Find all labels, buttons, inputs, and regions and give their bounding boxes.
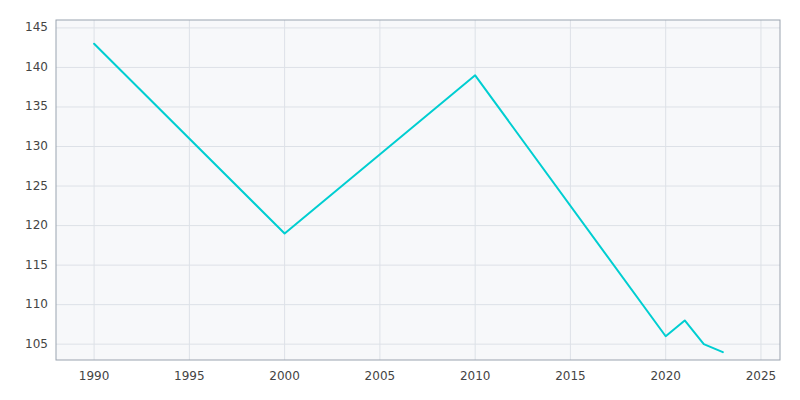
x-tick-label: 1990 [79,369,110,383]
page: {"chart_data": {"type": "line", "x": [19… [0,0,800,400]
x-tick-label: 2005 [365,369,396,383]
grid-line-x [94,20,95,360]
grid-line-y [56,225,780,226]
grid-line-x [475,20,476,360]
y-tick-label: 140 [25,60,48,74]
chart-container: 105 110 115 120 125 130 135 140 145 1990 1995 2000 2… [0,0,800,400]
x-tick-label: 2025 [746,369,777,383]
grid-line-x [379,20,380,360]
plot-background [56,20,780,360]
grid-line-y [56,27,780,28]
y-tick-label: 135 [25,99,48,113]
tick-labels: 105 110 115 120 125 130 135 140 145 1990 1995 2000 2… [25,20,776,383]
chart-svg: 105 110 115 120 125 130 135 140 145 1990 1995 2000 2… [0,0,800,400]
grid-line-y [56,344,780,345]
line [94,44,723,352]
grid [56,20,780,360]
grid-line-y [56,304,780,305]
y-tick-label: 120 [25,218,48,232]
grid-line-y [56,146,780,147]
x-tick-label: 2000 [269,369,300,383]
x-tick-label: 2010 [460,369,491,383]
x-tick-label: 2015 [555,369,586,383]
y-tick-label: 110 [25,297,48,311]
grid-line-y [56,265,780,266]
grid-line-x [760,20,761,360]
y-tick-label: 130 [25,139,48,153]
grid-line-x [665,20,666,360]
plot-frame [56,20,780,360]
y-tick-label: 145 [25,20,48,34]
y-tick-label: 115 [25,258,48,272]
x-tick-label: 2020 [650,369,681,383]
y-tick-label: 125 [25,179,48,193]
grid-line-y [56,186,780,187]
grid-line-x [570,20,571,360]
y-tick-label: 105 [25,337,48,351]
grid-line-x [189,20,190,360]
x-tick-label: 1995 [174,369,205,383]
grid-line-y [56,106,780,107]
grid-line-x [284,20,285,360]
grid-line-y [56,67,780,68]
series-group [94,44,723,352]
